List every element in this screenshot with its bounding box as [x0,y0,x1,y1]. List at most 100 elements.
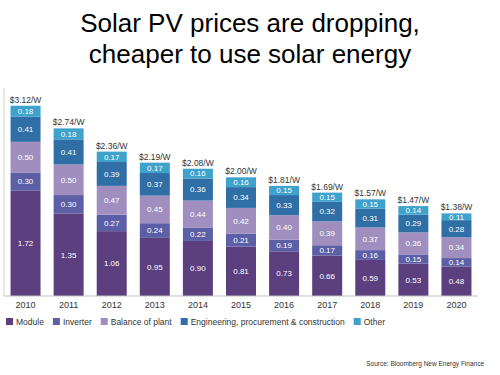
bar-segment [355,260,385,296]
data-label: 0.47 [104,196,120,205]
x-tick-label: 2015 [231,300,251,310]
bar-segment [11,106,41,117]
x-tick-label: 2017 [317,300,337,310]
bar-segment [269,240,299,252]
bar-segment [183,227,213,240]
total-label: $1.69/W [311,182,343,192]
data-label: 0.28 [449,225,465,234]
bar-segment [54,213,84,296]
legend-swatch [354,318,361,325]
data-label: 0.14 [449,258,465,267]
data-label: 0.45 [147,205,163,214]
data-label: 0.15 [362,200,378,209]
data-label: 0.37 [147,180,163,189]
data-label: 1.35 [61,251,77,260]
bar-segment [441,237,471,258]
x-tick-label: 2012 [102,300,122,310]
data-label: 0.66 [319,272,335,281]
legend-label: Other [364,317,385,327]
bar-segment [140,173,170,196]
bar-segment [269,186,299,195]
bar-segment [312,256,342,296]
bar-segment [398,215,428,233]
bar-segment [183,179,213,201]
bar-segment [226,177,256,187]
data-label: 0.22 [190,230,206,239]
data-label: 0.18 [61,130,77,139]
data-label: 0.95 [147,263,163,272]
bar-segment [269,195,299,215]
total-label: $2.36/W [96,141,128,151]
bar-segment [97,231,127,296]
bar-segment [226,187,256,208]
legend-swatch [181,318,188,325]
bar-segment [97,186,127,215]
data-label: 0.31 [362,214,378,223]
data-label: 0.44 [190,210,206,219]
data-label: 0.24 [147,226,163,235]
bars [11,106,472,296]
bar-segment [226,208,256,234]
data-label: 0.48 [449,277,465,286]
bar-segment [183,241,213,296]
data-label: 0.15 [276,186,292,195]
data-label: 0.40 [276,223,292,232]
total-label: $1.47/W [398,195,430,205]
bar-segment [140,196,170,224]
chart: 1.720.300.500.410.181.350.300.500.410.18… [0,0,500,375]
bar-segment [312,221,342,245]
bar-segment [398,232,428,254]
data-label: 0.50 [18,153,34,162]
x-axis [4,296,478,297]
total-label: $2.00/W [225,166,257,176]
legend: ModuleInverterBalance of plantEngineerin… [6,317,385,327]
data-label: 0.30 [61,200,77,209]
x-tick-label: 2014 [188,300,208,310]
bar-segment [11,142,41,173]
data-label: 0.41 [61,148,77,157]
x-tick-label: 2020 [446,300,466,310]
title: Solar PV prices are dropping, cheaper to… [60,8,440,70]
data-label: 0.16 [233,178,249,187]
data-label: 0.14 [406,206,422,215]
bar-segment [11,117,41,142]
x-tick-label: 2019 [403,300,423,310]
data-label: 0.17 [147,164,163,173]
data-label: 0.90 [190,264,206,273]
total-label: $1.57/W [354,188,386,198]
data-label: 0.81 [233,267,249,276]
data-label: 0.15 [406,255,422,264]
data-label: 0.33 [276,201,292,210]
data-label: 0.29 [406,219,422,228]
bar-segment [355,250,385,260]
bar-segment [140,163,170,173]
bar-segment [441,220,471,237]
bar-segment [54,195,84,213]
bar-segment [97,215,127,232]
bar-segment [226,234,256,247]
data-label: 1.72 [18,239,34,248]
bar-segment [54,139,84,164]
bar-segment [97,152,127,162]
bar-segment [11,191,41,296]
data-label: 0.18 [18,107,34,116]
x-tick-label: 2011 [59,300,78,310]
total-label: $2.19/W [139,152,171,162]
data-label: 0.17 [319,246,335,255]
total-label: $1.81/W [268,175,300,185]
bar-segment [441,267,471,296]
total-label: $3.12/W [10,95,42,105]
legend-label: Balance of plant [111,317,173,327]
x-tick-label: 2010 [16,300,36,310]
data-label: 0.34 [233,193,249,202]
total-label: $1.38/W [441,202,473,212]
legend-label: Module [16,317,44,327]
data-label: 0.30 [18,177,34,186]
x-tick-label: 2016 [274,300,294,310]
data-label: 0.37 [362,235,378,244]
data-label: 1.06 [104,259,120,268]
data-label: 0.59 [362,274,378,283]
legend-swatch [101,318,108,325]
x-tick-label: 2013 [145,300,165,310]
x-tick-label: 2018 [360,300,380,310]
